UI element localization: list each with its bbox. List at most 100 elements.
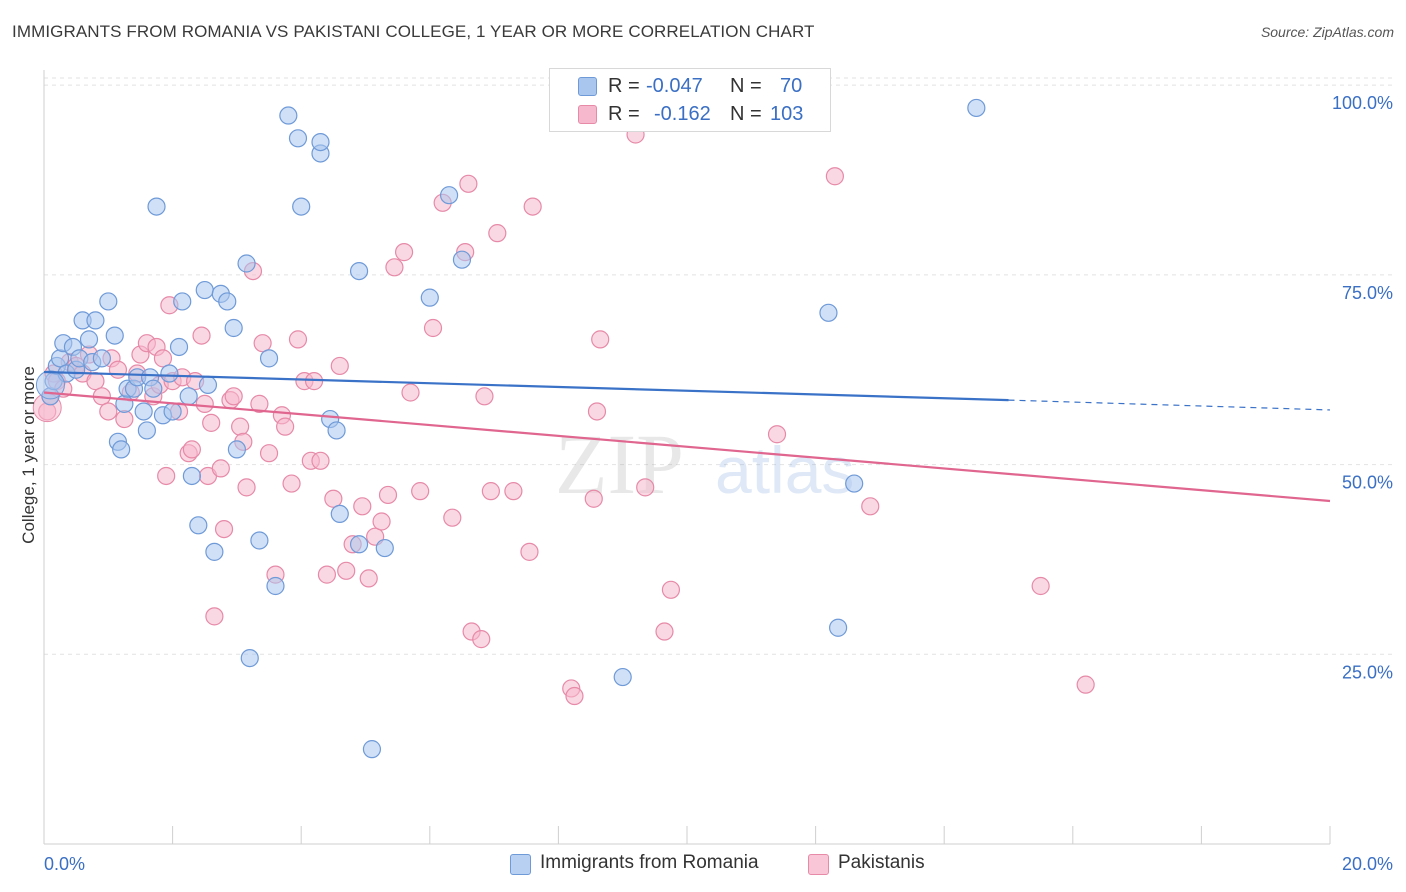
romania-point (292, 197, 311, 216)
r-value: -0.162 (654, 103, 711, 125)
romania-point (375, 538, 394, 558)
pakistanis-point (108, 360, 128, 379)
pakistanis-point (214, 519, 234, 539)
stats-legend: R = -0.047 N = 70 R = -0.162 N = 103 (549, 68, 831, 132)
y-tick-label: 25.0% (1342, 662, 1393, 682)
watermark-zip: ZIP (555, 416, 684, 512)
pakistanis-point (1031, 576, 1050, 596)
pakistanis-point (825, 167, 844, 186)
pakistanis-point (182, 440, 201, 459)
pakistanis-legend-swatch (808, 854, 829, 875)
pakistanis-point (636, 478, 655, 497)
y-tick-label: 50.0% (1342, 473, 1393, 493)
pakistanis-point (205, 607, 224, 626)
romania-point (613, 667, 632, 687)
legend-label: Pakistanis (838, 852, 925, 873)
pakistanis-point (767, 425, 787, 444)
romania-point (195, 280, 214, 300)
romania-point (134, 402, 153, 421)
n-value: 103 (770, 103, 804, 125)
watermark: ZIP atlas (555, 416, 854, 512)
stats-row-pakistanis: R = -0.162 N = 103 (550, 101, 830, 127)
romania-point (205, 542, 224, 561)
y-axis-label: College, 1 year or more (19, 366, 38, 544)
romania-points (35, 98, 986, 759)
watermark-atlas: atlas (715, 433, 854, 507)
romania-legend-swatch (510, 854, 531, 875)
pakistanis-point (861, 497, 880, 516)
pakistanis-point (99, 402, 118, 421)
romania-point (420, 288, 439, 307)
pakistanis-point (324, 489, 343, 508)
pakistanis-point (253, 334, 272, 353)
pakistanis-point (488, 224, 507, 243)
pakistanis-point (655, 622, 674, 641)
pakistanis-point (385, 258, 404, 277)
pakistanis-point (472, 630, 491, 649)
legend-label: Immigrants from Romania (540, 852, 759, 873)
romania-point (218, 292, 237, 311)
n-label: N = (730, 75, 762, 97)
romania-point (224, 318, 243, 338)
pakistanis-point (337, 561, 356, 580)
pakistanis-point (359, 569, 378, 588)
romania-point (327, 421, 346, 440)
romania-point (349, 261, 369, 281)
pakistanis-point (259, 444, 279, 463)
pakistanis-point (401, 383, 420, 402)
pakistanis-point (115, 409, 134, 429)
pakistanis-point (443, 508, 462, 527)
r-value: -0.047 (646, 75, 703, 97)
pakistanis-point (202, 413, 221, 432)
pakistanis-point (520, 542, 539, 561)
romania-point (105, 326, 124, 345)
pakistanis-point (195, 394, 214, 413)
romania-point (182, 466, 201, 486)
trend-lines (43, 370, 1331, 503)
pakistanis-point (330, 356, 349, 376)
chart-title: IMMIGRANTS FROM ROMANIA VS PAKISTANI COL… (12, 22, 815, 41)
pakistanis-point (372, 512, 391, 531)
romania-point (79, 330, 99, 349)
romania-point (169, 337, 189, 357)
source-credit: Source: ZipAtlas.com (1260, 24, 1394, 40)
romania-point (173, 292, 192, 311)
pakistanis-point (523, 197, 542, 216)
pakistanis-point (1076, 675, 1095, 694)
pakistanis-point (153, 349, 173, 368)
romania-point (147, 197, 166, 216)
pakistanis-point (311, 451, 330, 470)
pakistanis-point (459, 174, 478, 193)
pakistanis-point (475, 387, 494, 406)
pakistanis-point (157, 466, 176, 486)
pakistanis-point (231, 417, 250, 436)
romania-point (112, 440, 131, 459)
romania-point (189, 516, 208, 535)
romania-point (137, 421, 156, 440)
pakistanis-point (584, 489, 603, 508)
axes (43, 70, 1331, 845)
romania-point (163, 402, 182, 421)
y-tick-label: 100.0% (1332, 93, 1393, 113)
pakistanis-point (288, 330, 308, 349)
pakistanis-point (423, 318, 443, 338)
romania-point (160, 364, 179, 383)
pakistanis-point (411, 482, 430, 501)
pakistanis-point (224, 387, 243, 406)
romania-point (362, 740, 382, 759)
pakistanis-point (192, 326, 211, 345)
romania-point (266, 576, 285, 596)
pakistanis-swatch (578, 105, 597, 124)
x-tick-label: 0.0% (44, 854, 85, 874)
romania-trend-extension (1008, 399, 1331, 411)
stats-row-romania: R = -0.047 N = 70 (550, 73, 830, 99)
pakistanis-trend-line (43, 391, 1331, 503)
romania-point (288, 129, 308, 148)
pakistanis-point (250, 394, 269, 413)
pakistanis-point (86, 372, 105, 391)
romania-point (967, 98, 986, 118)
pakistanis-point (317, 565, 337, 584)
romania-point (86, 311, 105, 330)
pakistanis-point (237, 478, 256, 497)
